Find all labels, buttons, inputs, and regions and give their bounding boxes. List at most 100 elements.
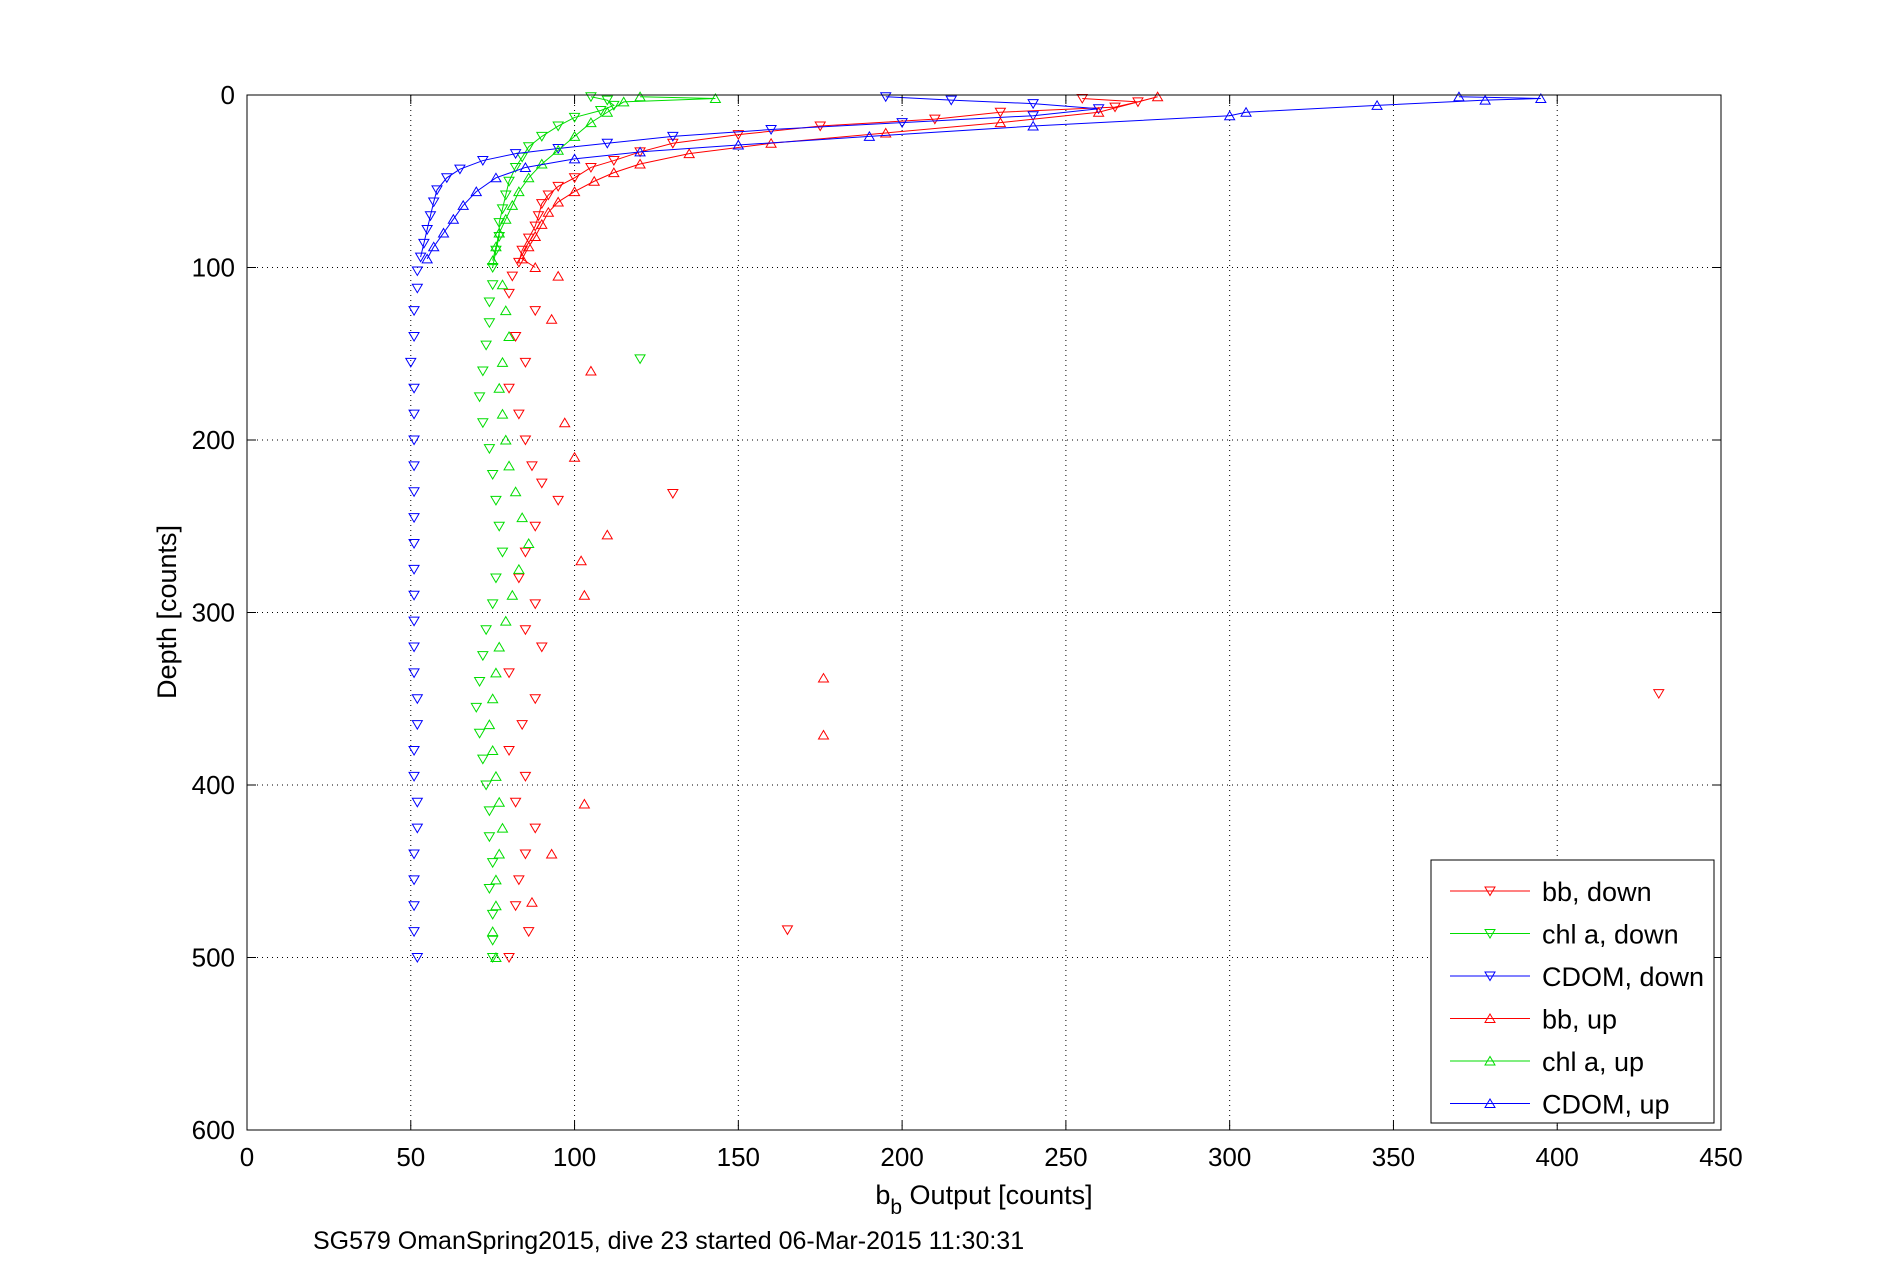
data-point [503,668,515,679]
data-point [781,925,794,936]
data-point [585,162,597,173]
data-point [486,263,499,273]
data-point [408,332,420,342]
series-line [426,96,1541,260]
data-point [480,340,492,351]
x-axis-label-rest: Output [counts] [902,1180,1093,1210]
data-point [522,927,535,938]
data-point [483,297,496,308]
data-point [457,199,470,210]
data-point [408,849,420,860]
series-line [518,97,1139,263]
data-point [545,313,558,324]
data-point [519,357,532,368]
data-point [558,417,571,428]
data-point [516,512,529,523]
data-point [506,589,519,600]
data-point [1240,106,1252,117]
series-bb-up [516,91,1164,907]
data-point [585,92,597,103]
data-point [568,153,581,164]
data-point [1027,120,1040,131]
legend-label: chl a, up [1542,1047,1644,1077]
data-point [486,909,499,920]
data-point [879,92,892,103]
data-point [499,305,512,316]
data-point [486,926,499,937]
data-point [519,625,532,636]
data-point [535,478,548,489]
legend-marker [1484,886,1496,897]
data-point [483,832,496,843]
data-point [568,186,581,197]
data-point [552,121,565,132]
data-point [896,118,908,129]
data-point [542,206,555,217]
x-tick-label: 300 [1208,1142,1251,1172]
legend-marker [1484,929,1496,939]
data-point [945,95,958,106]
data-point [509,901,522,912]
data-point [408,875,420,886]
data-point [928,114,941,125]
data-point [512,875,525,886]
data-point [1092,104,1105,115]
series-cdom-down [404,92,1105,963]
data-point [535,642,548,653]
y-tick-label: 100 [192,253,235,283]
data-point [585,365,597,376]
data-point [529,599,542,610]
data-point [490,495,502,506]
data-point [519,849,532,860]
data-point [421,225,434,236]
data-point [529,230,542,241]
data-point [512,573,525,584]
data-point [408,409,420,420]
legend-box [1430,859,1715,1124]
x-tick-label: 100 [553,1142,596,1172]
data-point [526,896,538,907]
data-point [408,616,420,627]
data-point [411,953,424,963]
data-point [408,927,420,938]
data-point [732,139,745,150]
data-point [408,668,420,679]
data-point [503,288,515,299]
data-point [529,521,542,532]
data-point [408,642,420,653]
data-point [588,175,601,186]
data-point [519,547,532,558]
data-point [480,625,492,636]
data-point [879,127,892,138]
data-point [607,156,620,167]
data-point [568,173,581,184]
data-point [499,434,512,445]
data-point [424,211,437,222]
data-point [490,952,502,962]
data-point [519,161,532,172]
data-point [607,100,620,111]
data-point [817,729,830,740]
data-point [1479,94,1492,105]
data-point [617,96,630,107]
data-point [1092,106,1105,117]
data-point [601,106,614,117]
data-point [408,306,420,317]
data-point [994,117,1007,128]
data-point [529,694,542,705]
data-point [535,131,548,142]
data-point [486,255,499,266]
data-point [535,199,548,210]
data-point [486,599,499,610]
data-point [529,306,542,317]
data-point [411,283,424,294]
data-point [1652,689,1665,700]
data-point [503,331,515,341]
data-point [490,900,502,911]
data-point [509,797,522,808]
data-point [476,366,489,377]
series-chl-a-up [483,91,722,962]
data-point [601,529,614,540]
data-point [666,131,679,142]
data-point [503,176,515,187]
